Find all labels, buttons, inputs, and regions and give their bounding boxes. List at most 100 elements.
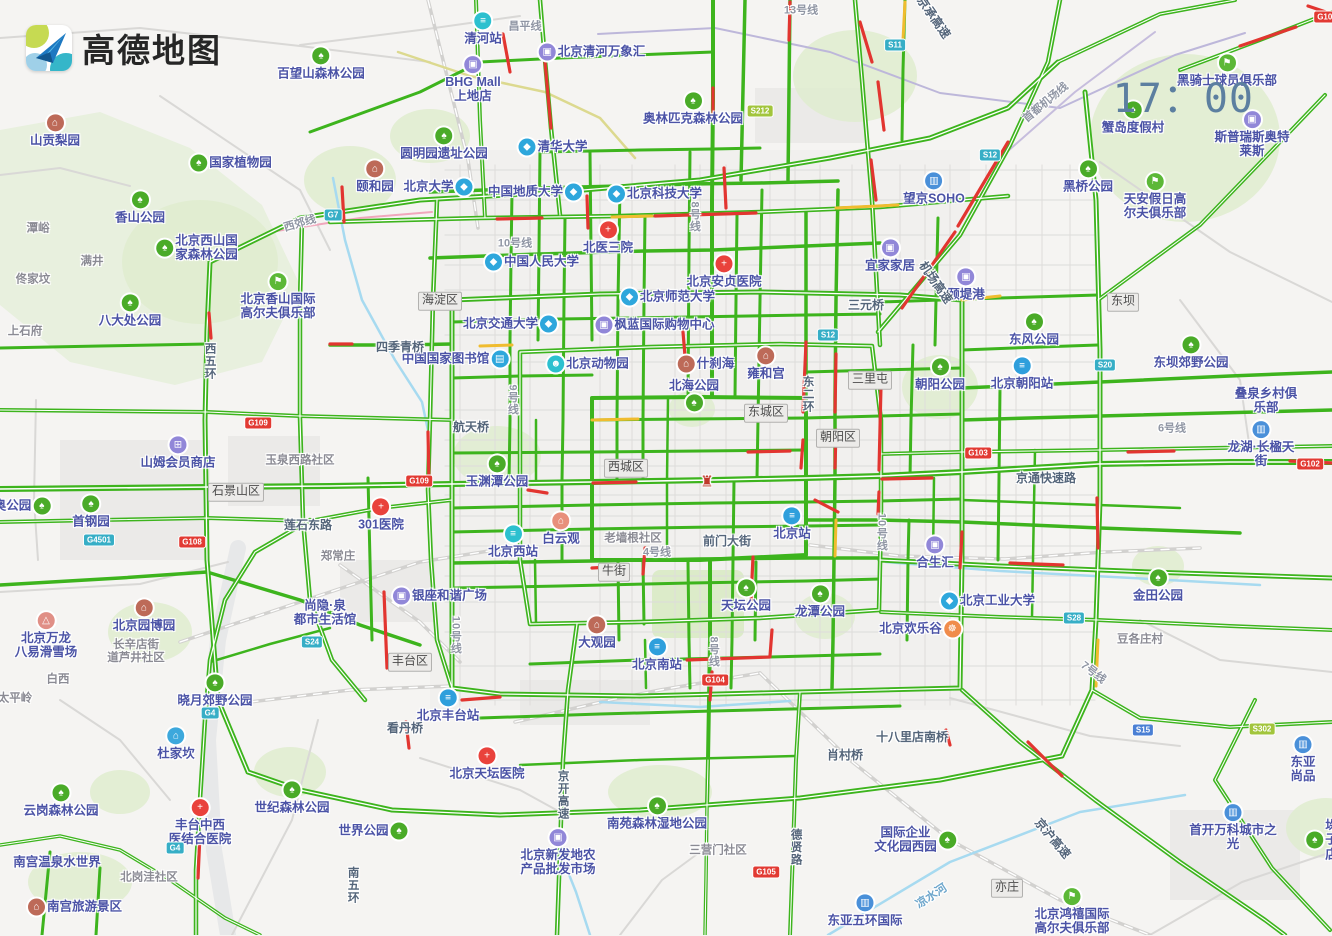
poi-label[interactable]: ◆ 北京工业大学 bbox=[940, 592, 1035, 610]
poi-label[interactable]: ◆ 中国地质大学 bbox=[488, 183, 583, 201]
poi-label[interactable]: △ 北京万龙 八易滑雪场 bbox=[15, 612, 77, 660]
poi-label[interactable]: ♠ 世界公园 bbox=[338, 822, 408, 840]
edu-icon[interactable]: ◆ bbox=[940, 592, 958, 610]
ski-icon[interactable]: △ bbox=[37, 612, 55, 630]
poi-label[interactable]: ⚑ 北京鸿禧国际 高尔夫俱乐部 bbox=[1034, 888, 1110, 936]
bldg-icon[interactable]: ▥ bbox=[1224, 804, 1242, 822]
metro-icon[interactable]: ≡ bbox=[474, 12, 492, 30]
poi-label[interactable]: ☻ 北京动物园 bbox=[547, 355, 629, 373]
park-icon[interactable]: ♠ bbox=[931, 358, 949, 376]
land-icon[interactable]: ⌂ bbox=[677, 355, 695, 373]
poi-label[interactable]: ◆ 北京交通大学 bbox=[463, 315, 558, 333]
park-icon[interactable]: ♠ bbox=[131, 191, 149, 209]
poi-label[interactable]: ▥ 东亚五环国际 bbox=[827, 894, 903, 927]
golf-icon[interactable]: ⚑ bbox=[1218, 54, 1236, 72]
poi-label[interactable]: ♠ 黑桥公园 bbox=[1063, 160, 1113, 193]
poi-label[interactable]: ♠ 晓月郊野公园 bbox=[177, 674, 253, 707]
park-icon[interactable]: ♠ bbox=[206, 674, 224, 692]
poi-label[interactable]: + 丰台中西 医结合医院 bbox=[169, 799, 231, 847]
edu-icon[interactable]: ◆ bbox=[540, 315, 558, 333]
park-icon[interactable]: ♠ bbox=[121, 294, 139, 312]
poi-label[interactable]: ♠ 世纪森林公园 bbox=[254, 781, 330, 814]
park-icon[interactable]: ♠ bbox=[82, 495, 100, 513]
poi-label[interactable]: ⌂ 北京园博园 bbox=[113, 599, 175, 632]
poi-label[interactable]: ▣ 颐堤港 bbox=[947, 268, 985, 301]
district-badge[interactable]: 东坝 bbox=[1106, 292, 1140, 312]
poi-label[interactable]: ♠ 百望山森林公园 bbox=[277, 47, 365, 80]
park-icon[interactable]: ♠ bbox=[1149, 569, 1167, 587]
poi-label[interactable]: ⌂ 杜家坎 bbox=[157, 727, 195, 760]
edu-icon[interactable]: ◆ bbox=[607, 185, 625, 203]
hosp-icon[interactable]: + bbox=[191, 799, 209, 817]
poi-label[interactable]: ♠ 八大处公园 bbox=[99, 294, 161, 327]
bldg-icon[interactable]: ▥ bbox=[856, 894, 874, 912]
district-badge[interactable]: 三里屯 bbox=[847, 370, 893, 390]
shop-icon[interactable]: ▣ bbox=[549, 829, 567, 847]
poi-label[interactable]: ▥ 望京SOHO bbox=[903, 172, 965, 205]
poi-label[interactable]: ♠ 垛子店 bbox=[1306, 818, 1332, 861]
land-icon[interactable]: ⌂ bbox=[27, 898, 45, 916]
poi-label[interactable]: ♠ 东坝郊野公园 bbox=[1153, 336, 1229, 369]
temple-icon[interactable]: ⌂ bbox=[552, 512, 570, 530]
poi-label[interactable]: + 北京安贞医院 bbox=[686, 255, 762, 288]
shop-icon[interactable]: ▣ bbox=[464, 56, 482, 74]
land-icon[interactable]: ⌂ bbox=[366, 160, 384, 178]
park-icon[interactable]: ♠ bbox=[312, 47, 330, 65]
land-icon[interactable]: ⌂ bbox=[46, 114, 64, 132]
amap-logo[interactable]: 高德地图 bbox=[26, 24, 222, 72]
district-badge[interactable]: 西城区 bbox=[603, 458, 649, 478]
train-icon[interactable]: ≡ bbox=[648, 638, 666, 656]
park-icon[interactable]: ♠ bbox=[737, 579, 755, 597]
book-icon[interactable]: ▤ bbox=[491, 350, 509, 368]
poi-label[interactable]: ♠ 龙潭公园 bbox=[795, 585, 845, 618]
poi-label[interactable]: ▣ 北京清河万象汇 bbox=[538, 43, 645, 61]
train-icon[interactable]: ≡ bbox=[439, 689, 457, 707]
park-icon[interactable]: ♠ bbox=[435, 127, 453, 145]
park-icon[interactable]: ♠ bbox=[190, 154, 208, 172]
edu-icon[interactable]: ◆ bbox=[565, 183, 583, 201]
poi-label[interactable]: ⊞ 山姆会员商店 bbox=[140, 436, 216, 469]
golf-icon[interactable]: ⚑ bbox=[1146, 173, 1164, 191]
poi-label[interactable]: ▣ 北京新发地农 产品批发市场 bbox=[520, 829, 596, 877]
poi-label[interactable]: ◆ 清华大学 bbox=[518, 138, 588, 156]
poi-label[interactable]: ⌂ 大观园 bbox=[578, 616, 616, 649]
poi-label[interactable]: ⌂ 颐和园 bbox=[356, 160, 394, 193]
poi-label[interactable]: ◆ 中国人民大学 bbox=[484, 253, 579, 271]
train-icon[interactable]: ≡ bbox=[1013, 357, 1031, 375]
edu-icon[interactable]: ◆ bbox=[518, 138, 536, 156]
park-icon[interactable]: ♠ bbox=[52, 784, 70, 802]
park-icon[interactable]: ♠ bbox=[390, 822, 408, 840]
park-icon[interactable]: ♠ bbox=[1025, 313, 1043, 331]
poi-label[interactable]: ♠ 国家植物园 bbox=[190, 154, 272, 172]
bldg-icon[interactable]: ▥ bbox=[925, 172, 943, 190]
home-icon[interactable]: ⌂ bbox=[167, 727, 185, 745]
poi-label[interactable]: ⚑ 黑骑士球员俱乐部 bbox=[1177, 54, 1277, 87]
train-icon[interactable]: ≡ bbox=[783, 507, 801, 525]
poi-label[interactable]: ▥ 东亚尚品 bbox=[1289, 736, 1318, 784]
district-badge[interactable]: 朝阳区 bbox=[815, 428, 861, 448]
golf-icon[interactable]: ⚑ bbox=[1063, 888, 1081, 906]
poi-label[interactable]: ♠ 香山公园 bbox=[115, 191, 165, 224]
park-icon[interactable]: ♠ bbox=[1182, 336, 1200, 354]
poi-label[interactable]: ♠ 南苑森林湿地公园 bbox=[607, 797, 707, 830]
hosp-icon[interactable]: + bbox=[599, 221, 617, 239]
poi-label[interactable]: ♠ 北京西山国 家森林公园 bbox=[156, 234, 238, 263]
poi-label[interactable]: ♠ 蟹岛度假村 bbox=[1102, 101, 1164, 134]
poi-label[interactable]: ♠奥公园 bbox=[0, 497, 51, 515]
poi-label[interactable]: ⌂ 雍和宫 bbox=[747, 347, 785, 380]
poi-label[interactable]: ▣ 宜家家居 bbox=[865, 239, 915, 272]
edu-icon[interactable]: ◆ bbox=[620, 288, 638, 306]
district-badge[interactable]: 石景山区 bbox=[207, 482, 265, 502]
poi-label[interactable]: ♠ 云岗森林公园 bbox=[23, 784, 99, 817]
poi-label[interactable]: ≡ 北京站 bbox=[773, 507, 811, 540]
poi-label[interactable]: ▣ 斯普瑞斯奥特莱斯 bbox=[1212, 111, 1292, 159]
poi-label[interactable]: ◆ 北京师范大学 bbox=[620, 288, 715, 306]
poi-label[interactable]: ◆ 北京科技大学 bbox=[607, 185, 702, 203]
poi-label[interactable]: ♠ 朝阳公园 bbox=[915, 358, 965, 391]
poi-label[interactable]: ▥ 龙湖·长楹天街 bbox=[1226, 421, 1297, 469]
poi-label[interactable]: 南宫温泉水世界 bbox=[13, 855, 101, 869]
shop-icon[interactable]: ▣ bbox=[926, 536, 944, 554]
poi-label[interactable]: ♠ 圆明园遗址公园 bbox=[400, 127, 488, 160]
district-badge[interactable]: 海淀区 bbox=[417, 291, 463, 311]
